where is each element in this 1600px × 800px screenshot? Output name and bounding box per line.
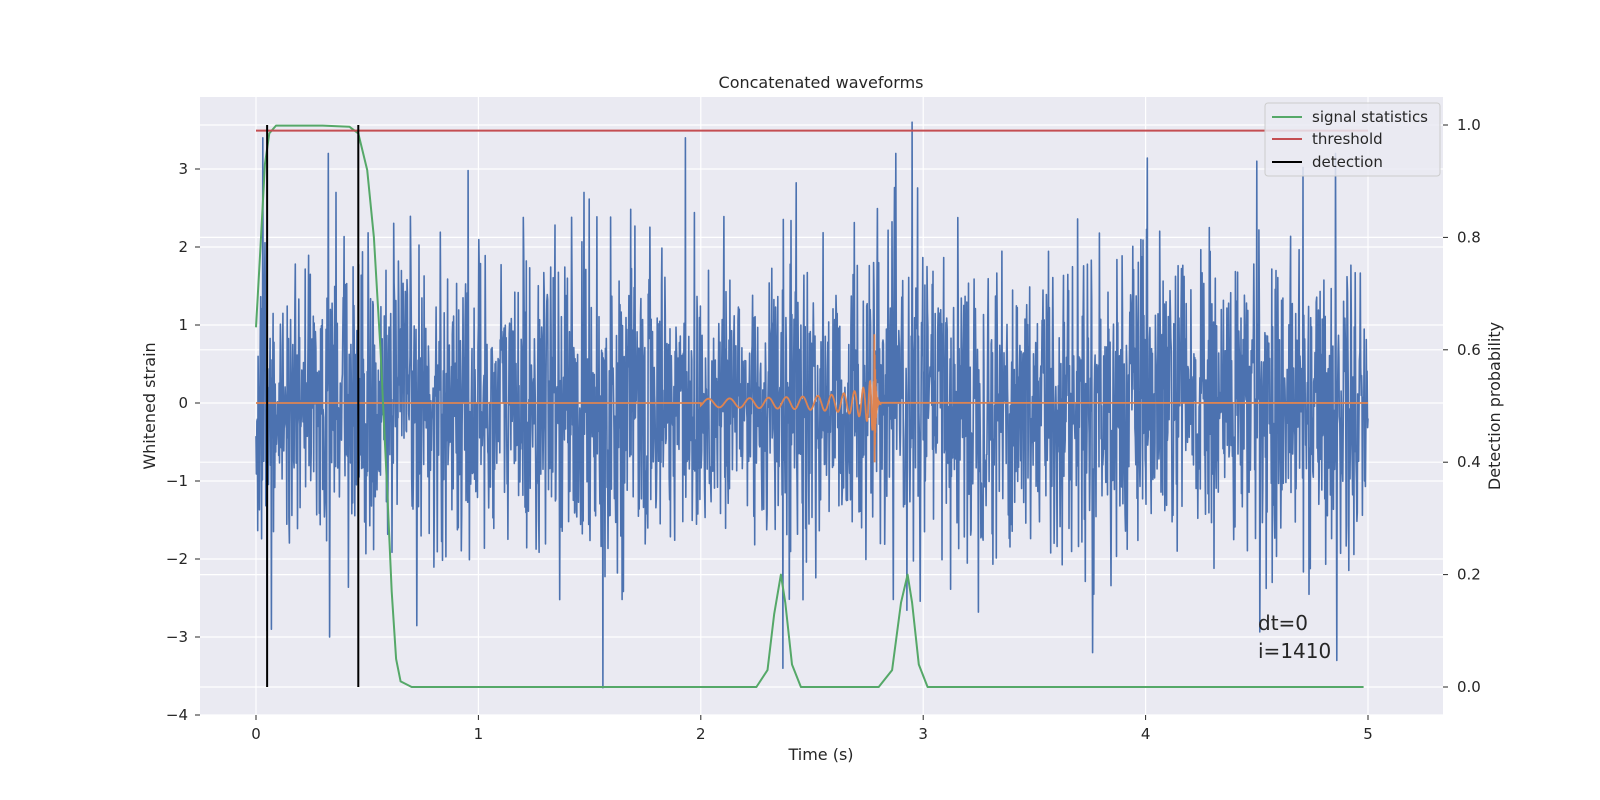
signal-statistics-line bbox=[255, 124, 1364, 688]
y-tick-label: −2 bbox=[166, 550, 188, 568]
legend-label-threshold: threshold bbox=[1312, 130, 1383, 148]
x-axis-label: Time (s) bbox=[787, 745, 853, 764]
y-tick-label: 2 bbox=[178, 238, 188, 256]
y-tick-label: 0 bbox=[178, 394, 188, 412]
y-tick-label: 3 bbox=[178, 160, 188, 178]
legend-label-detection: detection bbox=[1312, 153, 1383, 171]
series-layer bbox=[255, 121, 1369, 689]
annotation-dt: dt=0 bbox=[1258, 611, 1308, 635]
y2-tick-label: 0.2 bbox=[1457, 566, 1481, 584]
x-tick-label: 2 bbox=[696, 725, 706, 743]
y-tick-label: 1 bbox=[178, 316, 188, 334]
x-tick-label: 5 bbox=[1363, 725, 1373, 743]
y2-tick-label: 1.0 bbox=[1457, 116, 1481, 134]
legend: signal statistics threshold detection bbox=[1264, 102, 1441, 177]
y2-axis-label: Detection probability bbox=[1485, 322, 1504, 490]
x-tick-label: 4 bbox=[1141, 725, 1151, 743]
x-tick-label: 0 bbox=[251, 725, 261, 743]
annotation-index: i=1410 bbox=[1258, 639, 1331, 663]
y-tick-label: −4 bbox=[166, 706, 188, 724]
y-axis-label: Whitened strain bbox=[140, 342, 159, 469]
y2-tick-label: 0.4 bbox=[1457, 453, 1481, 471]
legend-box bbox=[1264, 102, 1441, 177]
y2-tick-label: 0.6 bbox=[1457, 341, 1481, 359]
y2-tick-label: 0.8 bbox=[1457, 228, 1481, 246]
whitened-strain-line bbox=[255, 121, 1369, 689]
x-tick-label: 1 bbox=[474, 725, 484, 743]
axis-ticks: 0 1 2 3 4 5 3 2 1 0 −1 −2 −3 −4 1.0 0.8 0.6 0.4 0.2 0.0 bbox=[166, 116, 1481, 743]
y-tick-label: −3 bbox=[166, 628, 188, 646]
y2-tick-label: 0.0 bbox=[1457, 678, 1481, 696]
chart-title: Concatenated waveforms bbox=[719, 73, 924, 92]
legend-label-signal-statistics: signal statistics bbox=[1312, 108, 1428, 126]
y-tick-label: −1 bbox=[166, 472, 188, 490]
injected-waveform-line bbox=[256, 334, 1369, 463]
x-tick-label: 3 bbox=[918, 725, 928, 743]
